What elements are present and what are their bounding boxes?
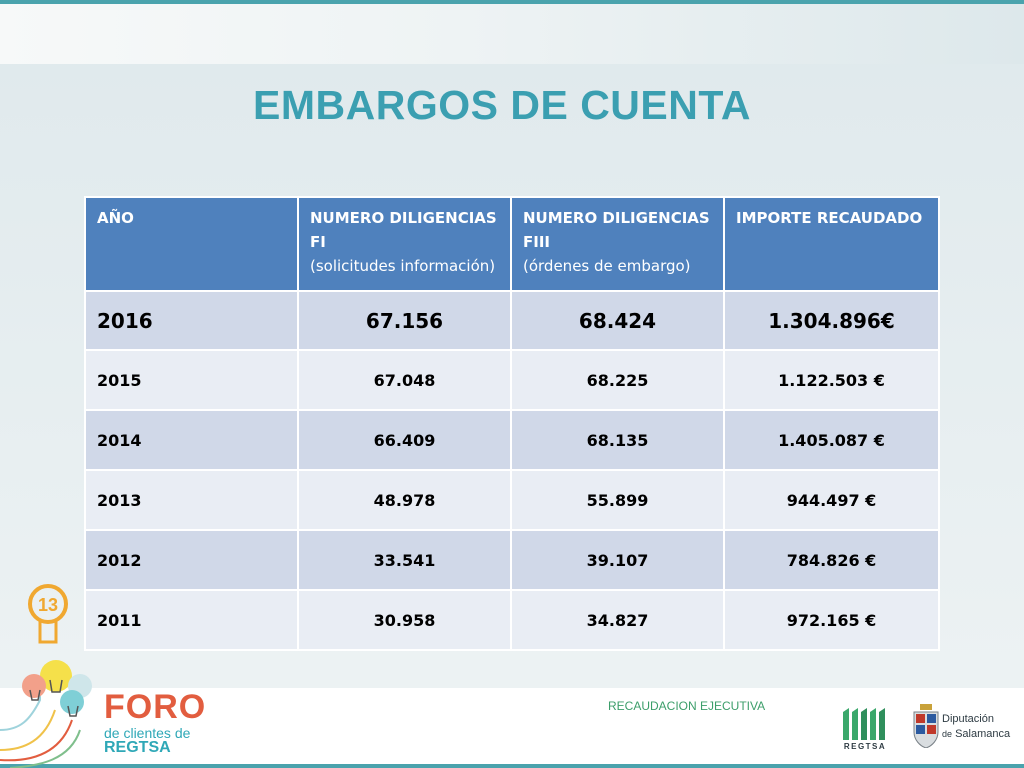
foro-regtsa: REGTSA [104, 739, 171, 756]
header-importe: IMPORTE RECAUDADO [723, 196, 940, 292]
foro-title: FORO [104, 688, 207, 726]
diputacion-place: Salamanca [955, 728, 1011, 741]
cell-fi: 67.048 [297, 349, 512, 411]
cell-fi: 66.409 [297, 409, 512, 471]
header-diligencias-fi: NUMERO DILIGENCIAS FI (solicitudes inform… [297, 196, 512, 292]
header-importe-label: IMPORTE RECAUDADO [736, 209, 923, 227]
embargos-table: AÑO NUMERO DILIGENCIAS FI (solicitudes in… [84, 196, 940, 651]
table-row: 2014 66.409 68.135 1.405.087 € [84, 409, 940, 471]
slide-title: EMBARGOS DE CUENTA [253, 82, 751, 128]
cell-year: 2012 [84, 529, 299, 591]
cell-importe: 784.826 € [723, 529, 940, 591]
cell-fi: 30.958 [297, 589, 512, 651]
table-header-row: AÑO NUMERO DILIGENCIAS FI (solicitudes in… [84, 196, 940, 292]
cell-fi: 33.541 [297, 529, 512, 591]
regtsa-label: REGTSA [843, 742, 887, 751]
cell-importe: 1.304.896€ [723, 290, 940, 351]
cell-fiii: 34.827 [510, 589, 725, 651]
cell-fiii: 68.225 [510, 349, 725, 411]
lightbulb-icon: 13 [0, 584, 92, 768]
header-diligencias-fiii: NUMERO DILIGENCIAS FIII (órdenes de embar… [510, 196, 725, 292]
cell-fiii: 68.135 [510, 409, 725, 471]
diputacion-logo: Diputación de Salamanca [942, 712, 1010, 743]
bottom-accent-line [0, 764, 1024, 768]
header-fiii-label: NUMERO DILIGENCIAS FIII [523, 209, 710, 251]
cell-year: 2014 [84, 409, 299, 471]
table-row: 2015 67.048 68.225 1.122.503 € [84, 349, 940, 411]
cell-year: 2016 [84, 290, 299, 351]
table-row: 2013 48.978 55.899 944.497 € [84, 469, 940, 531]
foro-subtitle: de clientes de [104, 725, 191, 741]
cell-fi: 67.156 [297, 290, 512, 351]
section-label: RECAUDACION EJECUTIVA [608, 699, 766, 713]
cell-year: 2013 [84, 469, 299, 531]
foro-logo: FORO de clientes de REGTSA [104, 690, 206, 756]
diputacion-prefix: de [942, 729, 953, 740]
header-band [0, 4, 1024, 64]
table-row: 2011 30.958 34.827 972.165 € [84, 589, 940, 651]
table-row: 2012 33.541 39.107 784.826 € [84, 529, 940, 591]
cell-importe: 944.497 € [723, 469, 940, 531]
cell-importe: 972.165 € [723, 589, 940, 651]
cell-importe: 1.405.087 € [723, 409, 940, 471]
header-year: AÑO [84, 196, 299, 292]
cell-fiii: 68.424 [510, 290, 725, 351]
regtsa-logo-icon [843, 708, 885, 740]
header-fiii-sublabel: (órdenes de embargo) [523, 257, 691, 275]
diputacion-line1: Diputación [942, 713, 994, 725]
top-accent-line [0, 0, 1024, 4]
cell-fiii: 55.899 [510, 469, 725, 531]
badge-number: 13 [38, 595, 58, 615]
header-fi-sublabel: (solicitudes información) [310, 257, 496, 275]
cell-fi: 48.978 [297, 469, 512, 531]
cell-importe: 1.122.503 € [723, 349, 940, 411]
diputacion-line2: de Salamanca [942, 727, 1010, 742]
cell-fiii: 39.107 [510, 529, 725, 591]
coat-of-arms-icon [913, 704, 939, 748]
header-fi-label: NUMERO DILIGENCIAS FI [310, 209, 497, 251]
table-row: 2016 67.156 68.424 1.304.896€ [84, 290, 940, 351]
header-year-label: AÑO [97, 209, 134, 227]
cell-year: 2011 [84, 589, 299, 651]
cell-year: 2015 [84, 349, 299, 411]
